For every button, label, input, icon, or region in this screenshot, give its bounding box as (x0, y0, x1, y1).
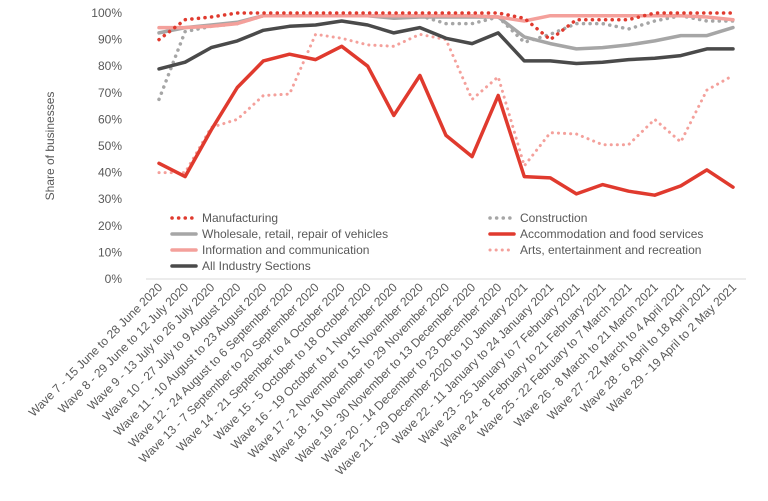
y-tick-label: 70% (98, 86, 122, 100)
legend-label: Arts, entertainment and recreation (520, 243, 701, 257)
y-tick-label: 80% (98, 59, 122, 73)
y-tick-label: 30% (98, 192, 122, 206)
legend-item: Arts, entertainment and recreation (488, 243, 701, 257)
y-tick-label: 40% (98, 166, 122, 180)
y-tick-label: 10% (98, 245, 122, 259)
legend-item: Construction (488, 211, 587, 225)
series-layer (157, 11, 735, 197)
y-tick-label: 60% (98, 112, 122, 126)
legend-item: Wholesale, retail, repair of vehicles (170, 227, 388, 241)
y-tick-label: 100% (91, 6, 122, 20)
legend-item: Manufacturing (170, 211, 278, 225)
y-tick-label: 20% (98, 219, 122, 233)
legend-item: Accommodation and food services (488, 227, 703, 241)
legend: Manufacturing Wholesale, retail, repair o… (170, 211, 703, 273)
legend-label: Wholesale, retail, repair of vehicles (202, 227, 388, 241)
y-tick-label: 0% (105, 272, 123, 286)
legend-item: Information and communication (170, 243, 369, 257)
legend-label: Construction (520, 211, 587, 225)
series-line-all-industry-sections (157, 19, 735, 71)
y-tick-label: 50% (98, 139, 122, 153)
series-line-information-and-communication (157, 13, 735, 30)
y-axis: 0% 10% 20% 30% 40% 50% 60% 70% 80% 90% 100% (91, 6, 122, 286)
legend-label: Manufacturing (202, 211, 278, 225)
series-line-accommodation-and-food-services (157, 44, 735, 197)
series-line-manufacturing (157, 11, 735, 42)
legend-label: All Industry Sections (202, 259, 311, 273)
series-line-arts-entertainment-and-recreation (157, 32, 735, 175)
legend-label: Information and communication (202, 243, 369, 257)
y-axis-label: Share of businesses (43, 92, 57, 201)
legend-label: Accommodation and food services (520, 227, 703, 241)
legend-item: All Industry Sections (170, 259, 311, 273)
y-tick-label: 90% (98, 33, 122, 47)
